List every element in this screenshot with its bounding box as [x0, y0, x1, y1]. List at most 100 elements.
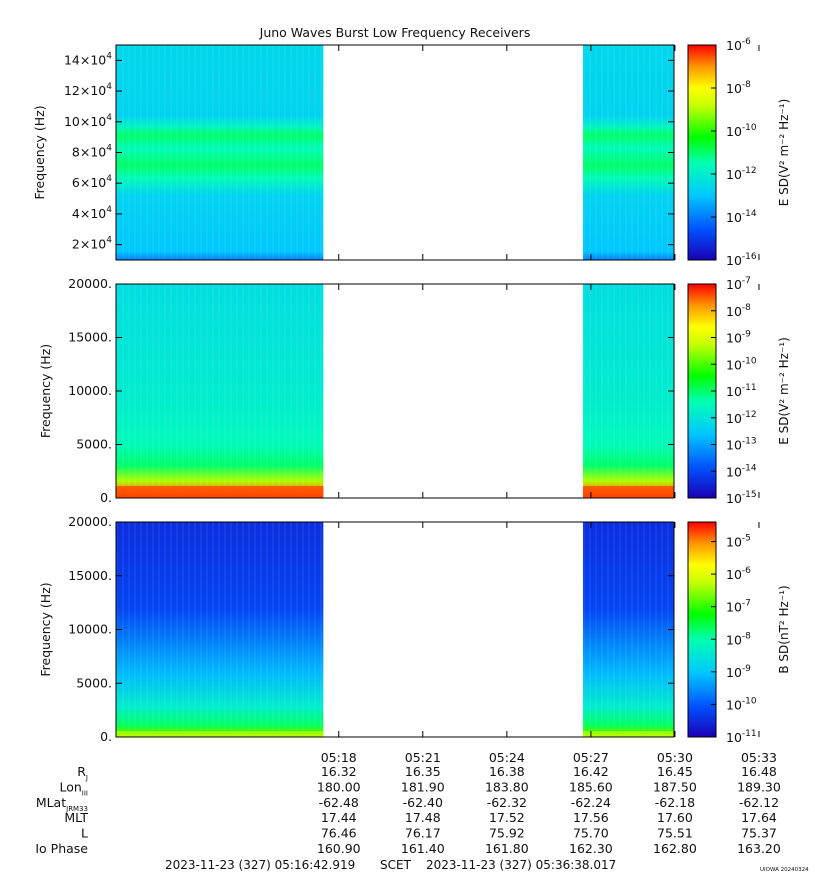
ephemeris-value: 75.51 [657, 826, 693, 841]
spectrogram-striation [612, 522, 615, 737]
spectrogram-striation [278, 284, 280, 498]
spectrogram-striation [146, 522, 148, 737]
ephemeris-value: 161.40 [401, 841, 445, 856]
colorbar-label: B SD(nT² Hz⁻¹) [777, 585, 791, 673]
spectrogram-striation [320, 522, 322, 737]
spectrogram-striation [164, 45, 166, 260]
spectrogram-striation [600, 284, 603, 498]
spectrogram-striation [164, 284, 166, 498]
ephemeris-value: 16.32 [321, 764, 357, 779]
colorbar-tick-label: 10-7 [726, 599, 751, 615]
spectrogram-striation [272, 522, 274, 737]
y-tick-label: 10000. [68, 383, 112, 398]
ephemeris-value: 75.92 [489, 826, 525, 841]
time-tick-label: 05:21 [405, 750, 441, 765]
spectrogram-striation [206, 522, 208, 737]
spectrogram-striation [242, 284, 244, 498]
spectrogram-striation [224, 284, 226, 498]
y-axis-label: Frequency (Hz) [32, 105, 47, 199]
spectrogram-striation [224, 522, 226, 737]
time-tick-label: 05:33 [741, 750, 777, 765]
spectrogram-striation [158, 284, 160, 498]
time-tick-label: 05:30 [657, 750, 693, 765]
spectrogram-striation [182, 284, 184, 498]
spectrogram-striation [194, 284, 196, 498]
spectrogram-striation [266, 45, 268, 260]
y-tick-label: 12×104 [64, 82, 112, 98]
colorbar-label: E SD(V² m⁻² Hz⁻¹) [777, 337, 791, 445]
spectrogram-striation [588, 522, 591, 737]
time-tick-label: 05:18 [321, 750, 357, 765]
spectrogram-striation [236, 522, 238, 737]
spectrogram-striation [218, 522, 220, 737]
footer-end-time: 2023-11-23 (327) 05:36:38.017 [426, 858, 616, 872]
spectrogram-striation [654, 45, 657, 260]
spectrogram-striation [194, 522, 196, 737]
colorbar-tick-label: 10-11 [726, 729, 757, 745]
spectrogram-striation [206, 284, 208, 498]
spectrogram-striation [618, 284, 621, 498]
ephemeris-value: 16.42 [573, 764, 609, 779]
colorbar-tick-label: 10-12 [726, 166, 757, 182]
spectrogram-striation [170, 45, 172, 260]
spectrogram-striation [128, 45, 130, 260]
y-axis-label: Frequency (Hz) [38, 582, 53, 676]
spectrogram-striation [642, 522, 645, 737]
spectrogram-striation [618, 522, 621, 737]
colorbar [687, 44, 717, 261]
time-tick-label: 05:27 [573, 750, 609, 765]
spectrogram-striation [648, 522, 651, 737]
colorbar-tick-label: 10-9 [726, 330, 751, 346]
ephemeris-value: 189.30 [737, 779, 781, 794]
spectrogram-striation [600, 522, 603, 737]
spectrogram-striation [302, 284, 304, 498]
ephemeris-value: 75.70 [573, 826, 609, 841]
low-frequency-emission-band [116, 731, 324, 737]
ephemeris-value: 17.56 [573, 810, 609, 825]
spectrogram-striation [248, 284, 250, 498]
spectrogram-striation [212, 284, 214, 498]
spectrogram-striation [212, 45, 214, 260]
spectrogram-striation [314, 284, 316, 498]
colorbar-tick-label: 10-8 [726, 631, 751, 647]
ephemeris-value: 16.45 [657, 764, 693, 779]
spectrogram-striation [594, 45, 597, 260]
chart-title: Juno Waves Burst Low Frequency Receivers [259, 25, 531, 40]
colorbar-tick-label: 10-14 [726, 463, 757, 479]
spectrogram-striation [158, 45, 160, 260]
spectrogram-striation [320, 284, 322, 498]
spectrogram-striation [624, 522, 627, 737]
colorbar-tick-label: 10-14 [726, 209, 757, 225]
spectrogram-striation [200, 522, 202, 737]
ephemeris-value: 161.80 [485, 841, 529, 856]
spectrogram-striation [320, 45, 322, 260]
ephemeris-value: 17.60 [657, 810, 693, 825]
time-tick-label: 05:24 [489, 750, 525, 765]
spectrogram-segment-1 [116, 45, 324, 260]
spectrogram-striation [236, 284, 238, 498]
spectrogram-panel-1: 2×104 4×104 6×104 8×104 10×104 12×104 14×104 Fr… [32, 37, 791, 268]
spectrogram-striation [582, 522, 585, 737]
spectrogram-striation [182, 522, 184, 737]
spectrogram-striation [194, 45, 196, 260]
spectrogram-striation [266, 284, 268, 498]
y-tick-label: 5000. [76, 437, 112, 452]
spectrogram-striation [606, 284, 609, 498]
spectrogram-striation [254, 284, 256, 498]
spectrogram-striation [630, 45, 633, 260]
spectrogram-segment-1 [116, 522, 324, 737]
spectrogram-striation [588, 284, 591, 498]
spectrogram-striation [176, 522, 178, 737]
ephemeris-row-label: MLatJRM33 [36, 795, 88, 813]
spectrogram-striation [624, 45, 627, 260]
spectrogram-striation [176, 45, 178, 260]
ephemeris-row-label: MLT [64, 810, 88, 825]
y-tick-label: 4×104 [72, 205, 112, 221]
spectrogram-striation [582, 284, 585, 498]
spectrogram-striation [648, 284, 651, 498]
colorbar-label: E SD(V² m⁻² Hz⁻¹) [777, 99, 791, 207]
spectrogram-striation [630, 284, 633, 498]
spectrogram-striation [660, 45, 663, 260]
spectrogram-striation [308, 45, 310, 260]
spectrogram-striation [308, 522, 310, 737]
